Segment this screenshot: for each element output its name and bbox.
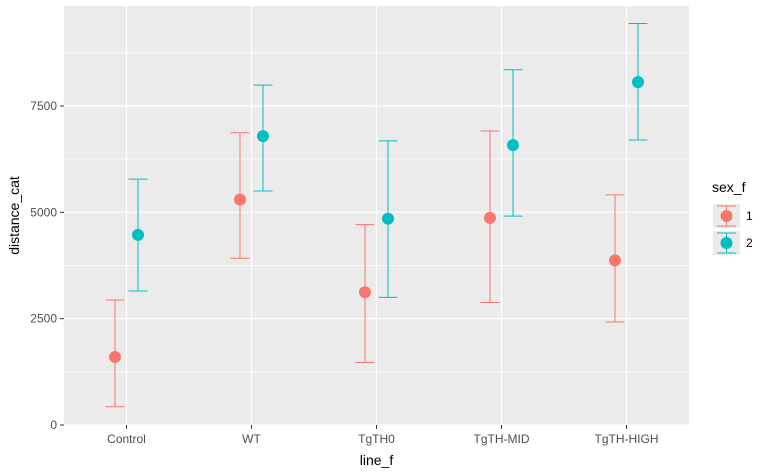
legend-label: 1 (746, 209, 753, 223)
legend-key-point (720, 237, 733, 249)
x-tick-label: WT (242, 432, 261, 446)
data-point (484, 211, 496, 224)
x-tick-label: TgTH-MID (474, 432, 530, 446)
x-tick-label: TgTH-HIGH (595, 432, 659, 446)
y-tick-label: 7500 (30, 99, 57, 113)
y-tick-label: 0 (50, 418, 57, 432)
data-point (382, 212, 394, 225)
x-axis-title: line_f (360, 452, 394, 468)
y-tick-label: 2500 (30, 312, 57, 326)
data-point (257, 130, 269, 143)
legend: sex_f 1 2 (712, 179, 753, 255)
data-point (234, 193, 246, 206)
data-point (609, 254, 621, 267)
x-tick-label: Control (107, 432, 146, 446)
data-point (632, 76, 644, 89)
data-point (132, 228, 144, 241)
axes: 0 2500 5000 7500 Control WT TgTH0 TgTH-MID TgTH-… (30, 99, 658, 446)
marks (105, 22, 648, 408)
grid (64, 6, 689, 426)
y-axis-title: distance_cat (6, 176, 22, 255)
data-point (507, 139, 519, 152)
legend-label: 2 (746, 236, 753, 250)
data-point (109, 350, 121, 363)
legend-title: sex_f (712, 179, 746, 195)
y-tick-label: 5000 (30, 205, 57, 219)
x-tick-label: TgTH0 (358, 432, 395, 446)
legend-key-point (720, 210, 733, 222)
data-point (359, 286, 371, 299)
